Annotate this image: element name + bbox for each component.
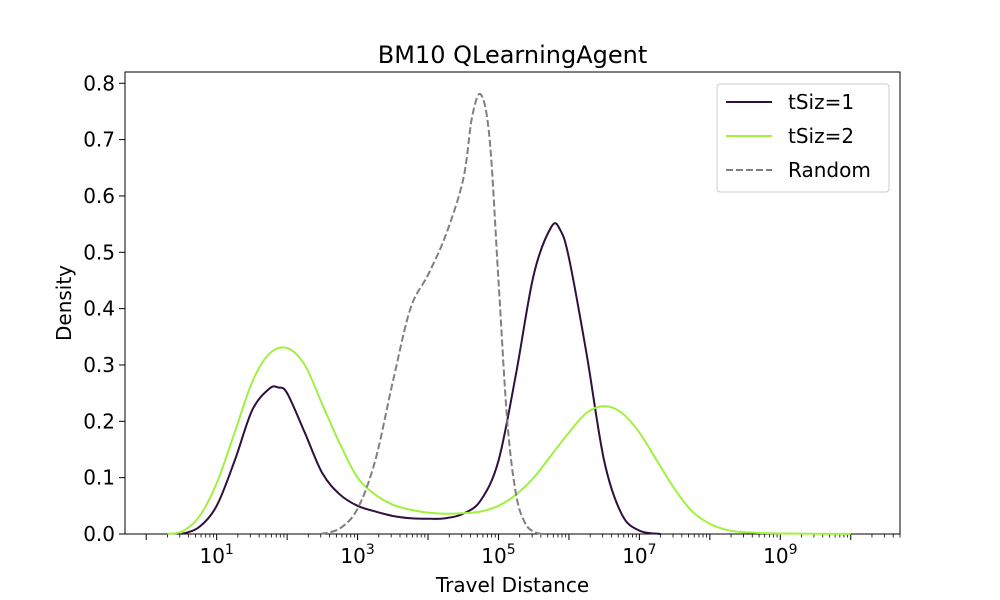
plot-frame xyxy=(124,71,901,535)
legend-items: tSiz=1 tSiz=2 Random xyxy=(726,90,871,182)
legend-item: tSiz=2 xyxy=(726,124,854,148)
x-tick-label: 103 xyxy=(340,542,374,568)
series-line-tsiz-2 xyxy=(167,346,851,535)
x-axis-title: Travel Distance xyxy=(435,573,589,597)
y-tick-label: 0.3 xyxy=(83,353,115,377)
chart-title: BM10 QLearningAgent xyxy=(378,41,647,69)
x-tick-label: 101 xyxy=(199,542,233,568)
legend-item: tSiz=1 xyxy=(726,90,854,114)
legend-label: tSiz=1 xyxy=(788,90,854,114)
y-tick-label: 0.4 xyxy=(83,297,115,321)
x-tick-label: 107 xyxy=(622,542,656,568)
y-tick-label: 0.8 xyxy=(83,71,115,95)
legend-label: Random xyxy=(788,158,871,182)
x-axis: 101 103 105 107 109 xyxy=(145,534,901,568)
series-lines xyxy=(167,92,851,535)
legend-box xyxy=(716,83,890,193)
legend-label: tSiz=2 xyxy=(788,124,854,148)
plot-area: 0.0 0.1 0.2 0.3 0.4 0.5 0.6 0.7 0.8 101 103 105 107… xyxy=(83,71,901,568)
y-tick-label: 0.2 xyxy=(83,409,115,433)
series-line-random xyxy=(320,92,543,535)
series-line-tsiz-1 xyxy=(181,222,661,535)
y-tick-label: 0.7 xyxy=(83,128,115,152)
y-axis: 0.0 0.1 0.2 0.3 0.4 0.5 0.6 0.7 0.8 xyxy=(83,71,125,546)
y-tick-label: 0.1 xyxy=(83,466,115,490)
legend: tSiz=1 tSiz=2 Random xyxy=(716,83,890,193)
y-axis-title: Density xyxy=(52,265,76,341)
x-tick-label: 105 xyxy=(481,542,515,568)
y-tick-label: 0.0 xyxy=(83,522,115,546)
y-tick-label: 0.6 xyxy=(83,184,115,208)
x-tick-label: 109 xyxy=(763,542,797,568)
y-tick-label: 0.5 xyxy=(83,240,115,264)
legend-item: Random xyxy=(726,158,871,182)
